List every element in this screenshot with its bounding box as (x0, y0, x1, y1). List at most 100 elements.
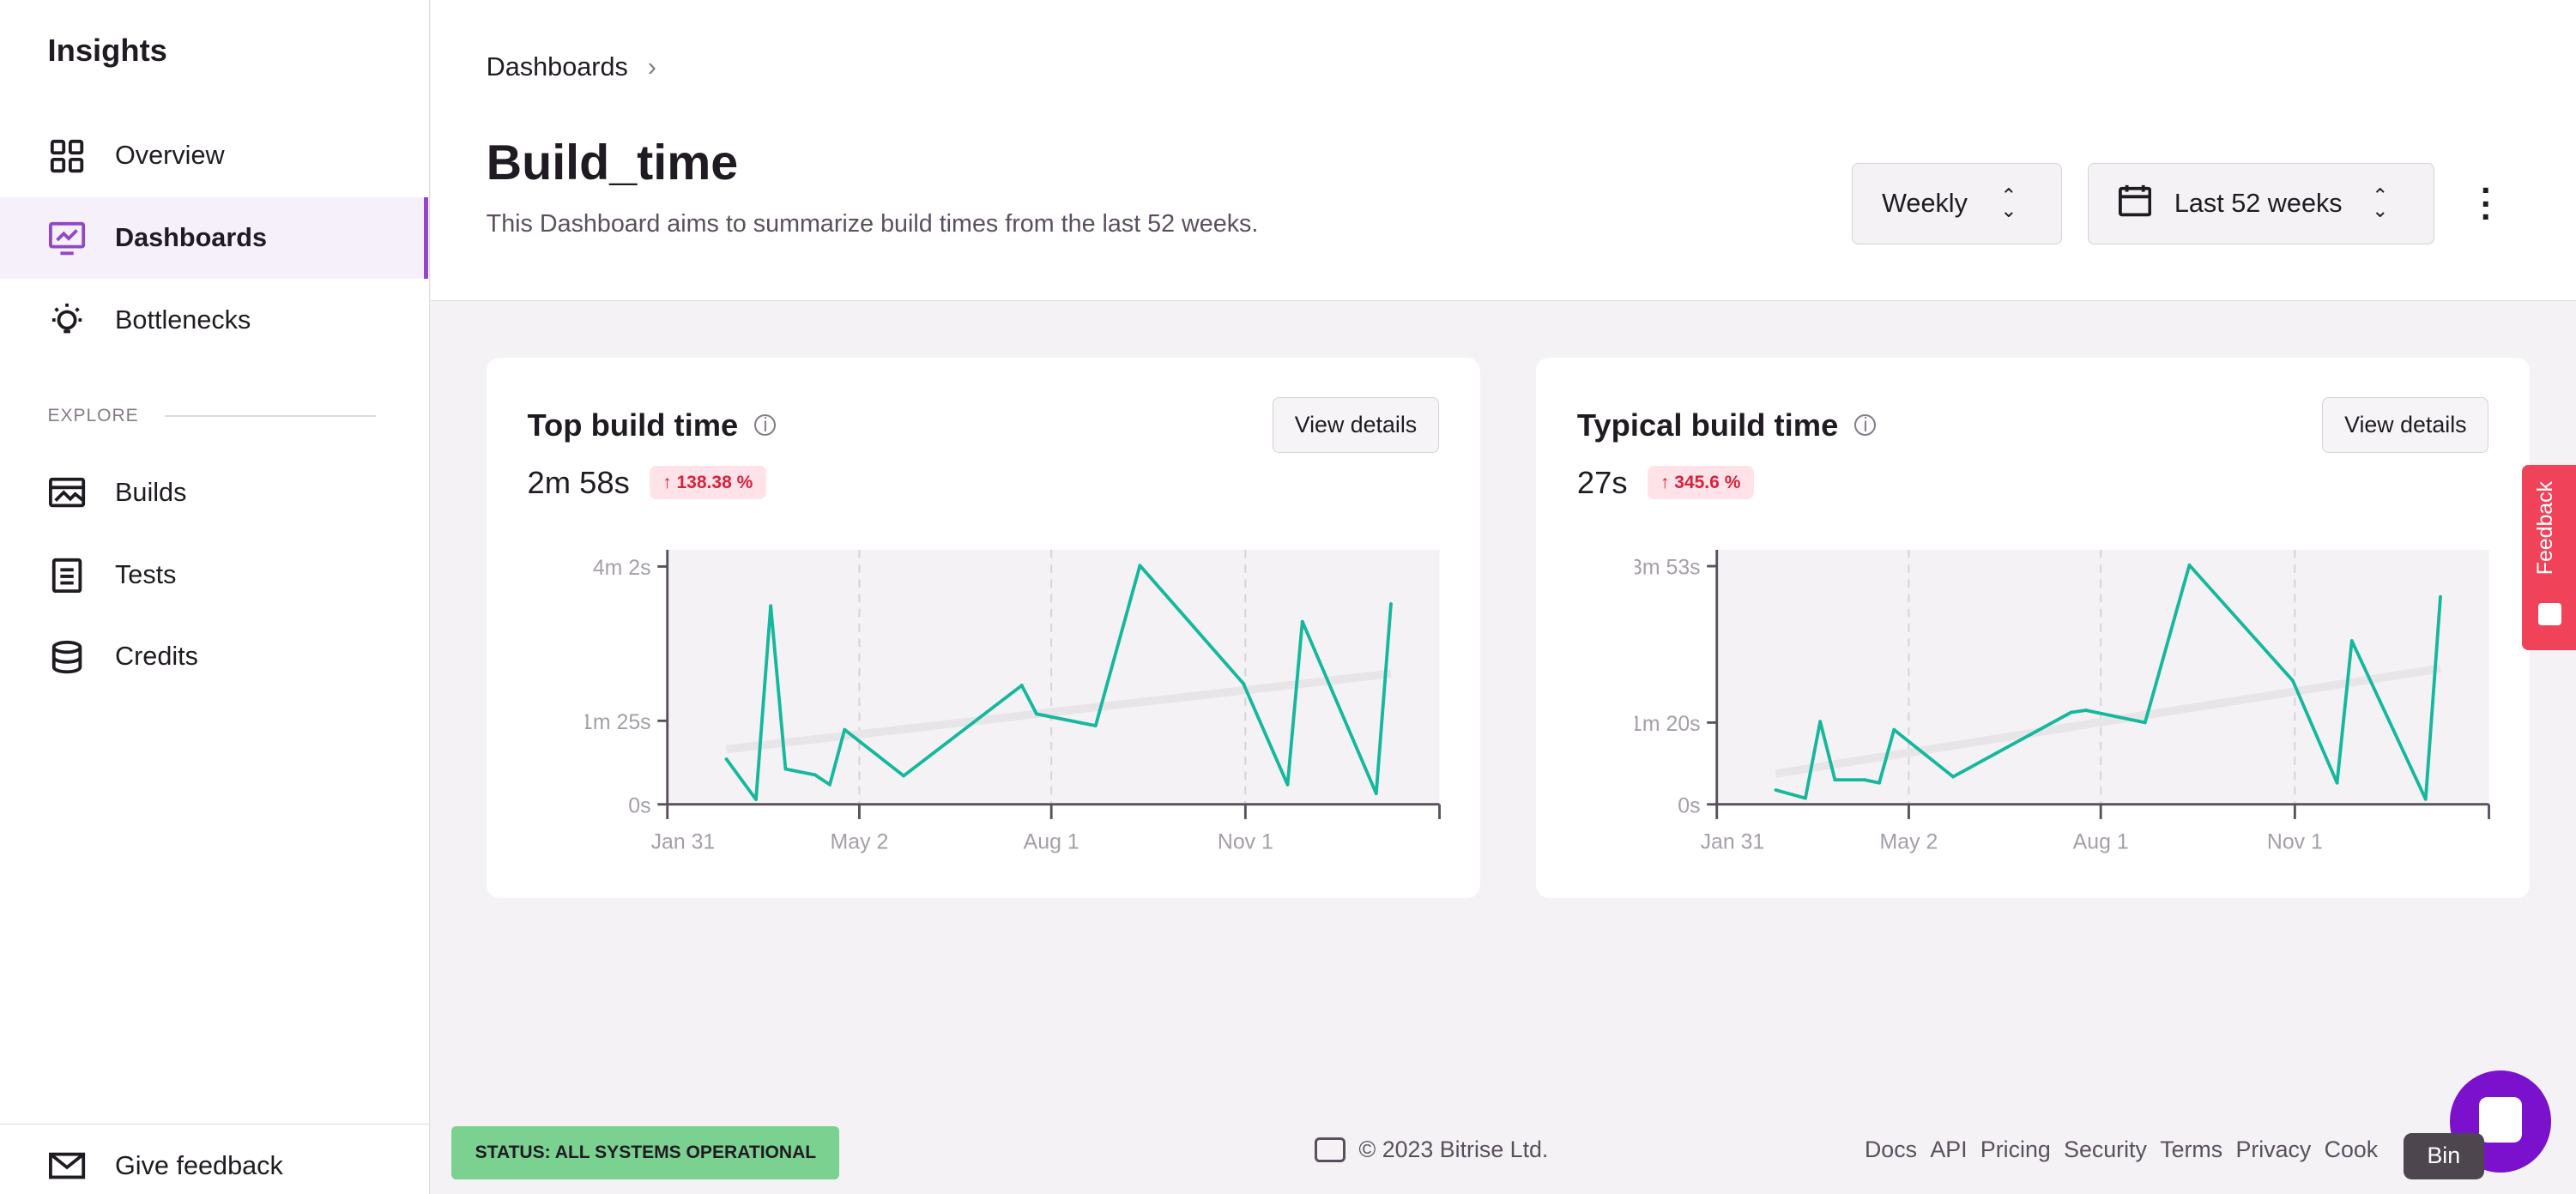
section-label: EXPLORE (48, 406, 377, 426)
top-build-time-chart: Jan 31 May 2 Aug 1 Nov 1 0s 1m 25s 4m 2s (585, 550, 1441, 854)
metric-value: 2m 58s (527, 464, 630, 500)
data-point (2438, 595, 2442, 600)
x-tick-label: Nov 1 (2267, 830, 2323, 854)
data-point (2290, 678, 2295, 683)
typical-build-time-chart: Jan 31 May 2 Aug 1 Nov 1 0s 1m 20s 3m 53s (1635, 550, 2490, 854)
sidebar-item-overview[interactable]: Overview (0, 115, 429, 197)
footer-link-docs[interactable]: Docs (1864, 1136, 1918, 1162)
x-tick-label: Aug 1 (2073, 830, 2129, 854)
data-point (2349, 639, 2354, 643)
data-point (2083, 709, 2088, 713)
divider (0, 1123, 429, 1125)
copyright: © 2023 Bitrise Ltd. (1314, 1136, 1549, 1163)
copyright-text: © 2023 Bitrise Ltd. (1358, 1136, 1549, 1162)
footer-links: Docs API Pricing Security Terms Privacy … (1865, 1137, 2378, 1163)
data-point (827, 783, 831, 787)
chevron-right-icon: › (647, 52, 656, 82)
arrow-up-icon: ↑ (1660, 472, 1675, 492)
sidebar-item-bottlenecks[interactable]: Bottlenecks (0, 279, 429, 361)
give-feedback-button[interactable]: Give feedback (0, 1125, 429, 1193)
data-point (1019, 684, 1024, 688)
updown-chevron-icon: ⌃ ⌄ (2000, 184, 2017, 222)
info-icon[interactable]: i (754, 413, 777, 437)
data-point (842, 728, 846, 732)
sidebar-item-label: Credits (114, 642, 198, 672)
footer-link-privacy[interactable]: Privacy (2235, 1136, 2312, 1162)
data-point (1285, 783, 1289, 787)
data-point (783, 767, 787, 771)
status-badge[interactable]: STATUS: ALL SYSTEMS OPERATIONAL (451, 1126, 840, 1179)
y-tick-label: 3m 53s (1635, 556, 1701, 580)
arrow-up-icon: ↑ (662, 472, 677, 492)
y-tick-label: 4m 2s (592, 556, 650, 580)
chart-monitor-icon (48, 219, 88, 258)
sidebar-item-builds[interactable]: Builds (0, 451, 429, 534)
data-point (2423, 798, 2428, 802)
view-details-button[interactable]: View details (2322, 397, 2489, 454)
data-point (1951, 775, 1955, 779)
change-badge: ↑ 138.38 % (649, 466, 766, 500)
updown-chevron-icon: ⌃ ⌄ (2372, 184, 2389, 222)
footer-link-terms[interactable]: Terms (2160, 1136, 2223, 1162)
card-title: Top build time (527, 407, 739, 443)
x-tick-label: Nov 1 (1217, 830, 1273, 854)
x-tick-label: Aug 1 (1023, 830, 1079, 854)
sidebar-item-tests[interactable]: Tests (0, 534, 429, 616)
data-point (1833, 778, 1837, 782)
data-point (1388, 602, 1393, 606)
footer-link-api[interactable]: API (1930, 1136, 1968, 1162)
typical-build-time-card: Typical build time i View details 27s ↑ 34… (1536, 358, 2531, 899)
top-build-time-card: Top build time i View details 2m 58s ↑ 138… (486, 358, 1480, 899)
plot-area (667, 550, 1440, 805)
interval-select[interactable]: Weekly ⌃ ⌄ (1851, 162, 2062, 245)
sidebar-item-label: Builds (114, 477, 187, 507)
data-point (768, 604, 772, 608)
x-tick-label: May 2 (1879, 830, 1938, 854)
sidebar-item-credits[interactable]: Credits (0, 616, 429, 698)
view-details-button[interactable]: View details (1272, 397, 1440, 454)
footer-link-cookies[interactable]: Cook (2324, 1136, 2379, 1162)
data-point (1374, 792, 1378, 796)
breadcrumb-link[interactable]: Dashboards (486, 52, 628, 82)
bitrise-bot-icon (1314, 1137, 1346, 1162)
sidebar-item-dashboards[interactable]: Dashboards (0, 196, 428, 280)
x-tick-label: Jan 31 (650, 830, 715, 854)
chat-launcher-button[interactable] (2449, 1070, 2552, 1173)
y-tick-label: 1m 25s (585, 710, 651, 734)
feedback-smile-icon (2537, 602, 2561, 626)
range-select[interactable]: Last 52 weeks ⌃ ⌄ (2088, 162, 2435, 245)
page-header: Dashboards › Build_time This Dashboard ai… (430, 0, 2576, 302)
feedback-tab[interactable]: Feedback (2521, 464, 2576, 651)
data-point (813, 773, 817, 777)
y-tick-label: 0s (628, 794, 650, 818)
data-point (1774, 788, 1778, 793)
data-point (1300, 620, 1304, 624)
footer-link-security[interactable]: Security (2064, 1136, 2147, 1162)
data-point (1862, 778, 1866, 782)
breadcrumb[interactable]: Dashboards › (487, 52, 656, 82)
page-description: This Dashboard aims to summarize build t… (486, 210, 1259, 238)
tooltip: Bin (2403, 1133, 2484, 1179)
data-point (1093, 724, 1098, 728)
sidebar-item-label: Dashboards (114, 223, 267, 253)
builds-icon (48, 473, 88, 512)
lightbulb-icon (48, 300, 88, 340)
more-options-icon[interactable]: · · · (2480, 170, 2493, 238)
data-point (1803, 797, 1807, 800)
clipboard-icon (48, 555, 88, 594)
data-point (2187, 564, 2192, 568)
data-point (1034, 712, 1038, 716)
data-point (753, 798, 758, 802)
calendar-icon (2118, 184, 2152, 223)
range-value: Last 52 weeks (2174, 188, 2343, 218)
footer-link-pricing[interactable]: Pricing (1980, 1136, 2051, 1162)
data-point (2069, 710, 2073, 715)
database-icon (48, 637, 88, 677)
info-icon[interactable]: i (1854, 413, 1877, 437)
sidebar-title: Insights (47, 33, 167, 69)
page-title: Build_time (486, 135, 739, 190)
metric-value: 27s (1576, 464, 1628, 500)
change-badge: ↑ 345.6 % (1647, 466, 1754, 500)
data-point (724, 757, 729, 762)
y-tick-label: 1m 20s (1635, 712, 1701, 736)
